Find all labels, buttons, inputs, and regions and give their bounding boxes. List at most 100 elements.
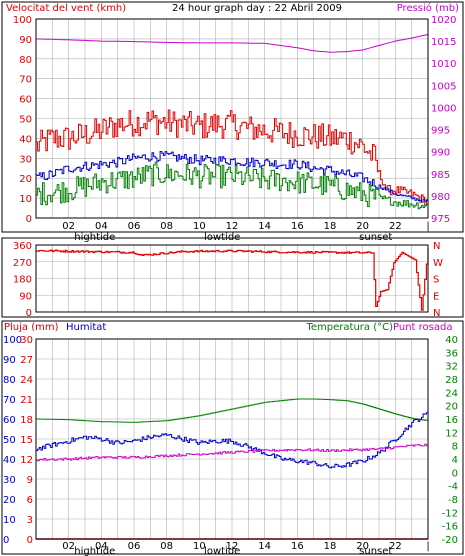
y-tick-label: 1000: [431, 103, 456, 114]
x-tick-label: 04: [95, 541, 108, 552]
y-tick-label: 985: [431, 170, 450, 181]
y-tick-label: 990: [431, 148, 450, 159]
humitat-tick-label: 50: [3, 435, 16, 446]
chart-title: 24 hour graph day : 22 Abril 2009: [172, 3, 342, 14]
x-end-marker: |: [426, 221, 429, 232]
left-y-ticks: 0 10 20 30 40 50 60 70 80 90 100 0 3 6 9 12 15 18 21 24 27 30: [3, 335, 33, 546]
temp-tick-label: -12: [442, 508, 458, 519]
pluja-tick-label: 6: [27, 495, 33, 506]
y-tick-label: 360: [13, 241, 32, 252]
x-tick-label: 02: [62, 221, 75, 232]
right-axis-label: Pressió (mb): [397, 2, 459, 14]
pluja-tick-label: 3: [27, 515, 33, 526]
temp-tick-label: 36: [445, 348, 458, 359]
pluja-tick-label: 12: [20, 455, 33, 466]
x-tick-label: 18: [324, 541, 337, 552]
x-annotation: lowtide: [204, 546, 240, 556]
humitat-axis-label: Humitat: [66, 322, 106, 333]
temp-tick-label: 0: [452, 468, 458, 479]
x-tick-label: 06: [128, 541, 141, 552]
pluja-tick-label: 21: [20, 395, 33, 406]
temp-tick-label: 28: [445, 375, 458, 386]
y-tick-label: 1015: [431, 37, 456, 48]
pluja-tick-label: 30: [20, 335, 33, 346]
temp-tick-label: -8: [448, 495, 458, 506]
temp-tick-label: 8: [452, 442, 458, 453]
x-tick-label: 08: [160, 541, 173, 552]
temp-tick-label: -16: [442, 522, 458, 533]
x-tick-label: 20: [356, 221, 369, 232]
x-tick-label: 16: [291, 541, 304, 552]
x-tick-label: 18: [324, 221, 337, 232]
y-tick-label: 0: [26, 308, 32, 319]
y-tick-label: 90: [19, 291, 32, 302]
temp-tick-label: 32: [445, 362, 458, 373]
humitat-tick-label: 10: [3, 515, 16, 526]
right-y-ticks: 975 980 985 990 995 1000 1005 1010 1015 1020: [431, 15, 456, 225]
grid: [36, 338, 428, 540]
x-tick-label: 08: [160, 221, 173, 232]
y-tick-label: N: [433, 241, 440, 252]
humitat-tick-label: 20: [3, 495, 16, 506]
x-ticks: 02 04 06 08 10 12 14 16 18 20 22 |: [62, 221, 429, 232]
y-tick-label: 1005: [431, 81, 456, 92]
temp-tick-label: 4: [452, 455, 458, 466]
temp-tick-label: 24: [445, 388, 458, 399]
x-tick-label: 22: [389, 541, 402, 552]
y-tick-label: 70: [19, 75, 32, 86]
humitat-tick-label: 80: [3, 375, 16, 386]
x-tick-label: 16: [291, 221, 304, 232]
y-tick-label: 975: [431, 214, 450, 225]
y-tick-label: 10: [19, 194, 32, 205]
temp-tick-label: 20: [445, 402, 458, 413]
y-tick-label: 40: [19, 134, 32, 145]
y-tick-label: 50: [19, 115, 32, 126]
series-line-red: [36, 248, 429, 311]
x-tick-label: 10: [193, 221, 206, 232]
humitat-tick-label: 100: [3, 335, 22, 346]
y-tick-label: 30: [19, 154, 32, 165]
x-tick-label: 20: [356, 541, 369, 552]
x-tick-label: 02: [62, 541, 75, 552]
x-annotation: sunset: [359, 546, 392, 556]
humitat-tick-label: 60: [3, 415, 16, 426]
series-line-magenta: [35, 34, 429, 53]
y-tick-label: 1020: [431, 15, 456, 26]
temp-tick-label: -4: [448, 482, 458, 493]
x-tick-label: 14: [258, 541, 271, 552]
pluja-tick-label: 15: [20, 435, 33, 446]
pluja-tick-label: 9: [27, 475, 33, 486]
series-line-blue: [36, 151, 429, 203]
x-tick-label: 10: [193, 541, 206, 552]
y-tick-label: 270: [13, 258, 32, 269]
plot-border: [35, 18, 429, 219]
series: [36, 248, 429, 311]
y-tick-label: N: [433, 308, 440, 319]
pluja-axis-label: Pluja (mm): [4, 322, 59, 333]
y-tick-label: 980: [431, 192, 450, 203]
pluja-tick-label: 0: [27, 535, 33, 546]
plot-border: [35, 338, 429, 540]
panel-frame: [1, 1, 464, 233]
x-tick-label: 22: [389, 221, 402, 232]
y-tick-label: 90: [19, 35, 32, 46]
series: [35, 34, 429, 210]
y-tick-label: 180: [13, 275, 32, 286]
plot-border: [35, 244, 429, 313]
x-annotation: hightide: [74, 546, 115, 556]
series-line-green: [36, 398, 429, 423]
panel-frame: [1, 320, 464, 555]
x-tick-label: 04: [95, 221, 108, 232]
series-line-blue: [36, 412, 429, 469]
dewpoint-axis-label: Punt rosada: [393, 322, 452, 333]
series-line-green: [36, 161, 429, 210]
y-tick-label: S: [433, 275, 439, 286]
y-tick-label: 80: [19, 55, 32, 66]
y-tick-label: 0: [26, 214, 32, 225]
x-ticks: 02 04 06 08 10 12 14 16 18 20 22 |: [62, 541, 429, 552]
left-y-ticks: 0 10 20 30 40 50 60 70 80 90 100: [13, 15, 32, 225]
y-tick-label: E: [433, 291, 439, 302]
